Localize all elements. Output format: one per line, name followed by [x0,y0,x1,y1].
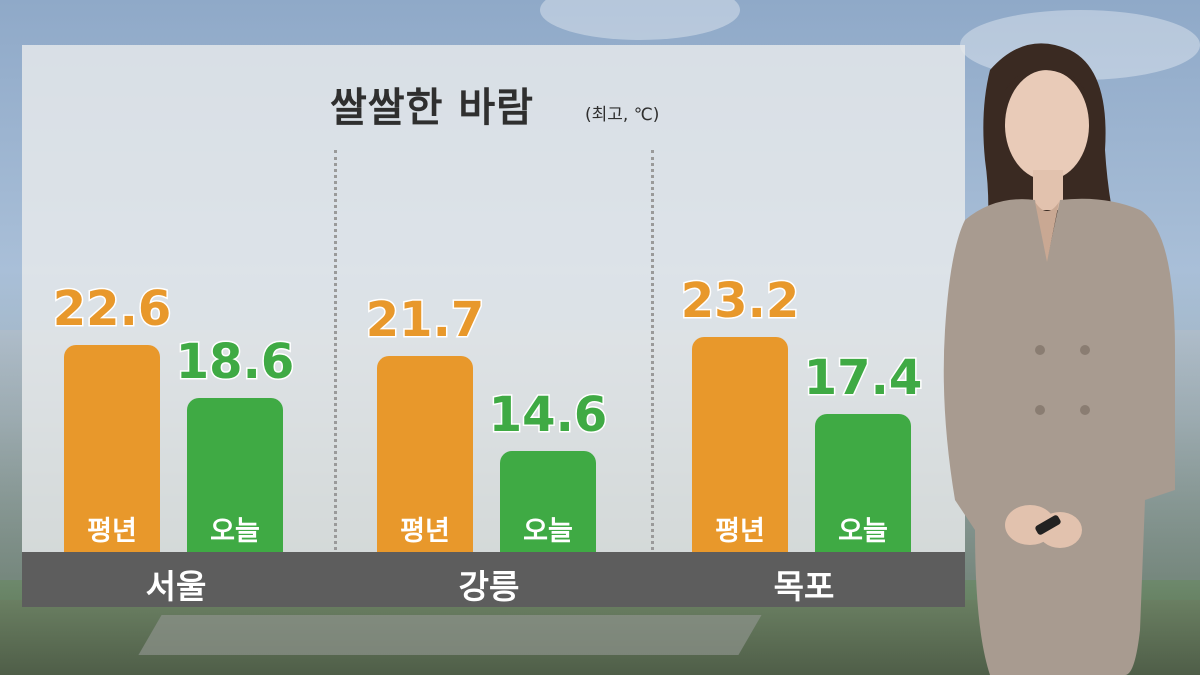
value-label: 14.6 [487,386,608,445]
city-label: 강릉 [458,567,520,606]
bar-series-label: 오늘 [210,516,260,547]
bar-today-0: 오늘 [187,398,283,552]
city-label: 목포 [773,567,835,606]
bar-today-1: 오늘 [500,451,596,552]
bar-normal-0: 평년 [64,345,160,552]
bar-series-label: 평년 [400,516,450,547]
value-label: 23.2 [679,272,800,331]
cloud [540,0,740,40]
bar-normal-1: 평년 [377,356,473,552]
bar-series-label: 평년 [87,516,137,547]
road-lane [138,615,762,655]
bar-today-2: 오늘 [815,414,911,552]
unit-note: (최고, ℃) [585,105,660,125]
bar-normal-2: 평년 [692,337,788,552]
bar-series-label: 오늘 [838,516,888,547]
group-divider [651,150,654,550]
group-divider [334,150,337,550]
weather-presenter [943,43,1175,675]
chart-title: 쌀쌀한 바람 [330,85,534,131]
value-label: 22.6 [51,280,172,339]
value-label: 18.6 [174,333,295,392]
city-label: 서울 [145,567,207,606]
value-label: 17.4 [802,349,923,408]
chart-panel [22,45,965,607]
bar-series-label: 오늘 [523,516,573,547]
value-label: 21.7 [364,291,485,350]
category-bar [22,552,965,607]
bar-series-label: 평년 [715,516,765,547]
